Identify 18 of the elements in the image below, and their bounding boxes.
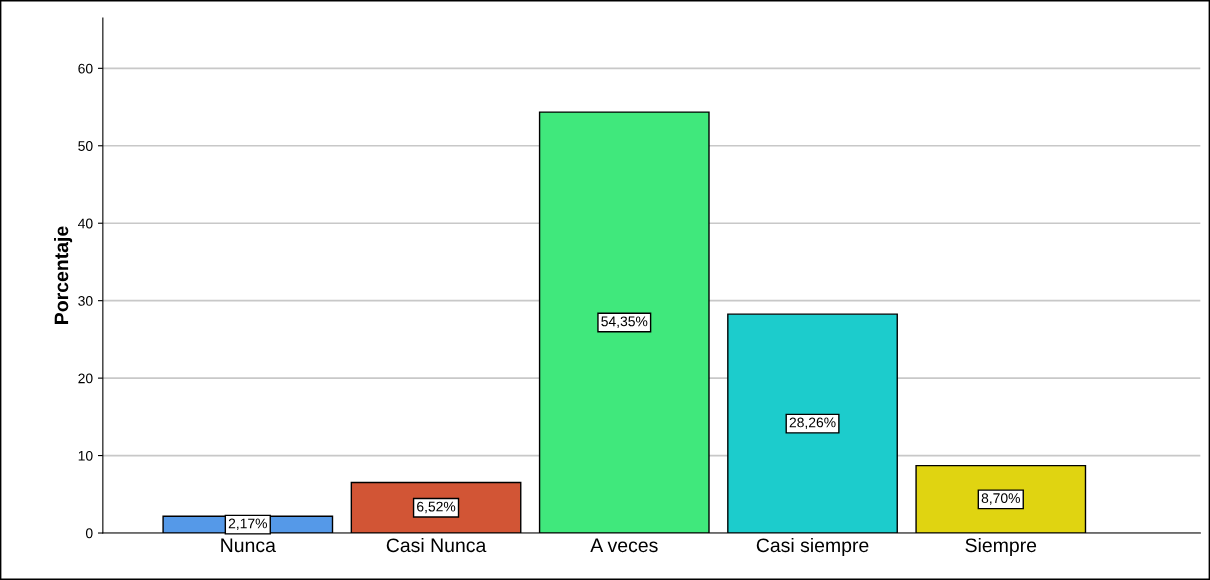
y-tick-label: 40: [78, 218, 93, 229]
x-tick-label: Casi siempre: [756, 537, 869, 557]
y-axis-title: Porcentaje: [54, 226, 73, 324]
y-tick-label: 0: [85, 528, 93, 539]
data-label: 8,70%: [981, 493, 1020, 505]
x-tick-label: Nunca: [221, 538, 276, 553]
data-label: 6,52%: [417, 501, 456, 514]
y-tick-label: 10: [78, 450, 93, 461]
x-tick-label: Siempre: [965, 537, 1037, 557]
x-tick-label: A veces: [590, 538, 658, 553]
data-label: 54,35%: [601, 316, 648, 328]
y-tick-label: 30: [78, 296, 93, 306]
x-tick-label: Casi Nunca: [386, 537, 487, 553]
y-tick-label: 60: [78, 63, 93, 74]
data-label: 28,26%: [789, 417, 836, 429]
data-label: 2,17%: [228, 518, 267, 530]
y-tick-label: 50: [78, 141, 93, 151]
y-tick-label: 20: [78, 373, 93, 384]
